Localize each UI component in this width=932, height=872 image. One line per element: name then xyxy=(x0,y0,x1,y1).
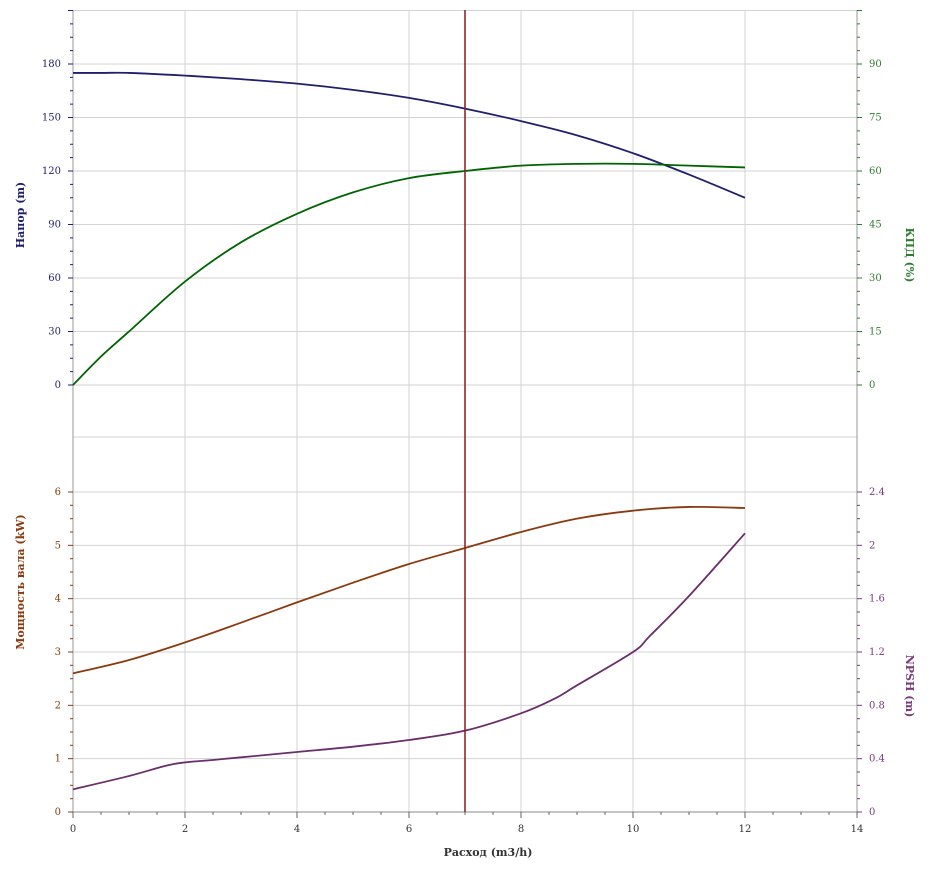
y-right-tick-label: 45 xyxy=(869,220,882,231)
y-left-tick-label: 4 xyxy=(55,594,61,605)
y-right-tick-label: 0 xyxy=(869,807,875,818)
y-left-tick-label: 30 xyxy=(48,327,61,338)
shaft-power-curve xyxy=(72,505,746,675)
y-left-tick-label: 90 xyxy=(48,220,61,231)
y-right-tick-label: 1.6 xyxy=(869,594,885,605)
efficiency-curve xyxy=(72,162,746,386)
x-tick-label: 14 xyxy=(851,824,864,835)
y-left-tick-label: 0 xyxy=(55,807,61,818)
y-right-tick-label: 1.2 xyxy=(869,647,885,658)
y-right-tick-label: 0 xyxy=(869,380,875,391)
y-left-tick-label: 3 xyxy=(55,647,61,658)
x-tick-label: 2 xyxy=(182,824,188,835)
labels: 0 2 4 6 8 10 12 1403060901201501800153045607590… xyxy=(14,59,916,859)
y-left-title: Напор (m) xyxy=(14,182,27,248)
x-axis-title: Расход (m3/h) xyxy=(444,846,533,859)
y-left-tick-label: 2 xyxy=(55,700,61,711)
y-right-title: КПД (%) xyxy=(903,228,916,283)
x-tick-label: 12 xyxy=(739,824,752,835)
y-left-tick-label: 1 xyxy=(55,754,61,765)
y-right-tick-label: 75 xyxy=(869,113,882,124)
y-right-title: NPSH (m) xyxy=(903,655,916,718)
y-right-tick-label: 0.8 xyxy=(869,700,885,711)
x-tick-label: 0 xyxy=(70,824,76,835)
series xyxy=(72,10,746,812)
y-right-tick-label: 90 xyxy=(869,59,882,70)
y-right-tick-label: 2.4 xyxy=(869,487,885,498)
y-right-tick-label: 15 xyxy=(869,327,882,338)
x-tick-label: 4 xyxy=(294,824,300,835)
y-right-tick-label: 60 xyxy=(869,166,882,177)
y-right-tick-label: 0.4 xyxy=(869,754,885,765)
y-right-tick-label: 30 xyxy=(869,273,882,284)
y-left-tick-label: 150 xyxy=(42,113,61,124)
y-left-tick-label: 5 xyxy=(55,540,61,551)
npsh-curve xyxy=(72,532,746,791)
y-right-tick-label: 2 xyxy=(869,540,875,551)
x-tick-label: 10 xyxy=(627,824,640,835)
y-left-title: Мощность вала (kW) xyxy=(14,514,27,649)
y-left-tick-label: 120 xyxy=(42,166,61,177)
y-left-tick-label: 180 xyxy=(42,59,61,70)
y-left-tick-label: 60 xyxy=(48,273,61,284)
head-curve xyxy=(72,71,746,199)
y-left-tick-label: 0 xyxy=(55,380,61,391)
y-left-tick-label: 6 xyxy=(55,487,61,498)
x-tick-label: 6 xyxy=(406,824,412,835)
x-tick-label: 8 xyxy=(518,824,524,835)
